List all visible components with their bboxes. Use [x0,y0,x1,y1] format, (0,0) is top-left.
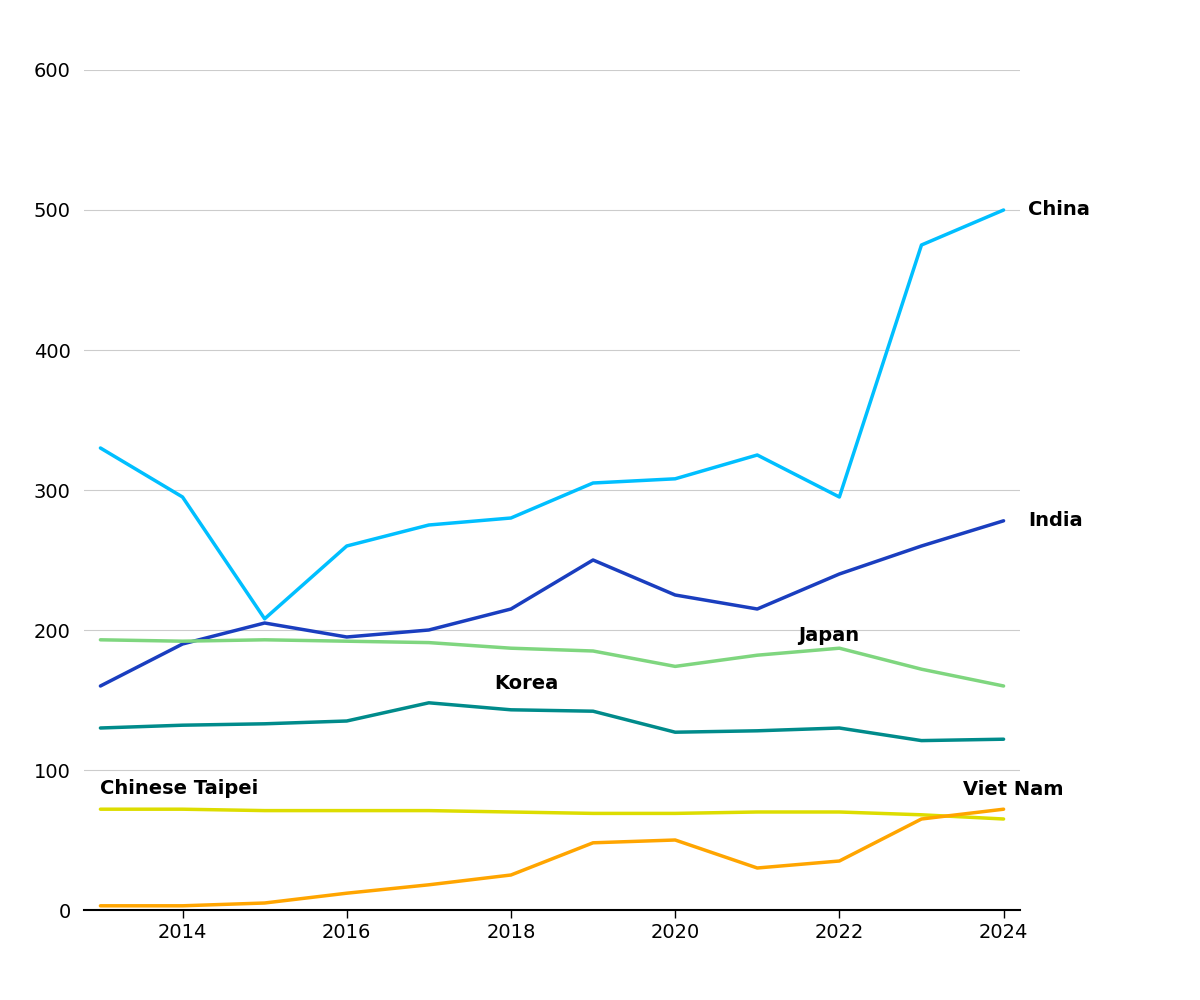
Text: India: India [1028,511,1082,530]
Text: Chinese Taipei: Chinese Taipei [101,779,259,798]
Text: Viet Nam: Viet Nam [962,780,1063,799]
Text: Japan: Japan [798,626,859,645]
Text: Korea: Korea [494,674,559,693]
Text: China: China [1028,200,1090,219]
